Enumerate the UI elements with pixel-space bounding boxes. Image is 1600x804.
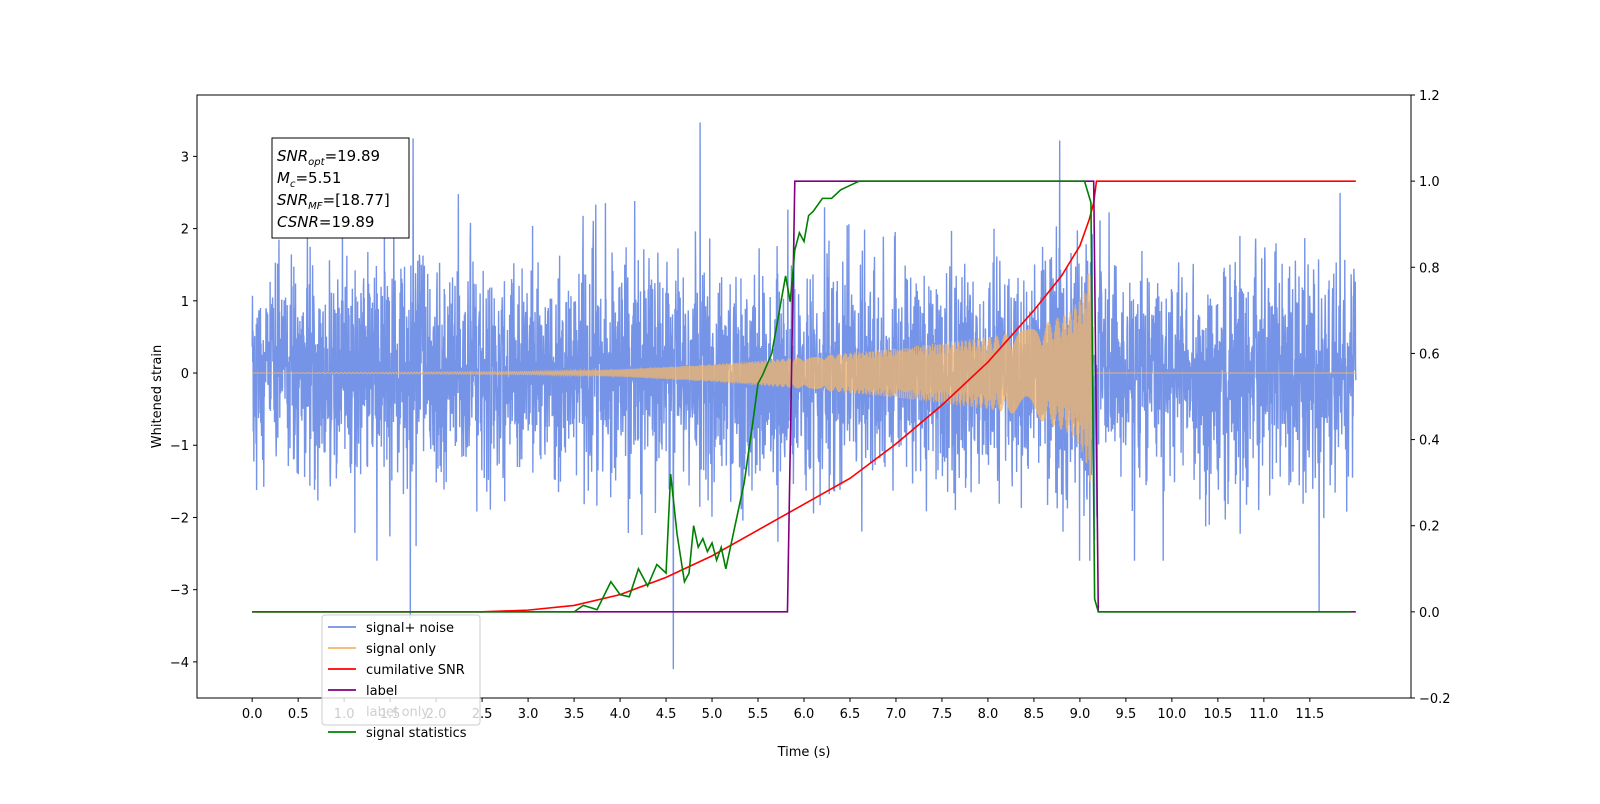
x-tick-label: 3.5	[564, 707, 585, 722]
series-line-signal-noise	[251, 122, 1357, 670]
y2-tick-label: 0.8	[1419, 261, 1440, 276]
snr-mf-value: [18.77]	[335, 191, 390, 209]
y-tick-label: −4	[170, 656, 189, 671]
legend-entry-label: signal only	[366, 642, 436, 657]
y-tick-label: 2	[181, 223, 189, 238]
y2-tick-label: 1.2	[1419, 89, 1440, 104]
x-tick-label: 10.5	[1203, 707, 1232, 722]
legend-entry-label: signal+ noise	[366, 621, 454, 636]
x-tick-label: 8.5	[1024, 707, 1045, 722]
x-tick-label: 8.0	[978, 707, 999, 722]
y2-axis-ticks: −0.2 0.0 0.2 0.4 0.6 0.8 1.0 1.2	[1411, 89, 1451, 707]
x-tick-label: 7.0	[886, 707, 907, 722]
x-tick-label: 11.5	[1295, 707, 1324, 722]
y-tick-label: 3	[181, 150, 189, 165]
y-axis-ticks: −4 −3 −2 −1 0 1 2 3	[170, 150, 197, 671]
x-axis-label: Time (s)	[777, 745, 831, 760]
legend-entry-label: cumilative SNR	[366, 663, 465, 678]
x-tick-label: 9.0	[1070, 707, 1091, 722]
x-tick-label: 10.0	[1157, 707, 1186, 722]
annotation-chirp-mass: Mc=5.51	[277, 169, 341, 190]
x-tick-label: 5.0	[702, 707, 723, 722]
x-tick-label: 0.5	[288, 707, 309, 722]
y-tick-label: 0	[181, 367, 189, 382]
y-axis-label: Whitened strain	[150, 345, 165, 448]
legend-frame	[321, 614, 481, 726]
m-c-value: 5.51	[308, 169, 341, 187]
y2-tick-label: 0.2	[1419, 520, 1440, 535]
x-tick-label: 11.0	[1249, 707, 1278, 722]
annotation-frame	[271, 137, 410, 239]
x-tick-label: 6.0	[794, 707, 815, 722]
y2-tick-label: 0.0	[1419, 606, 1440, 621]
legend-entry-label: label only	[366, 705, 429, 720]
x-tick-label: 9.5	[1116, 707, 1137, 722]
y2-tick-label: −0.2	[1419, 692, 1451, 707]
x-tick-label: 6.5	[840, 707, 861, 722]
y2-tick-label: 1.0	[1419, 175, 1440, 190]
series-line-signal-statistics	[252, 180, 1352, 613]
x-tick-label: 4.0	[610, 707, 631, 722]
y-tick-label: −3	[170, 584, 189, 599]
x-tick-label: 0.0	[242, 707, 263, 722]
y2-tick-label: 0.6	[1419, 347, 1440, 362]
y2-tick-label: 0.4	[1419, 434, 1440, 449]
y-tick-label: −1	[170, 439, 189, 454]
x-tick-label: 7.5	[932, 707, 953, 722]
annotation-csnr: CSNR=19.89	[277, 213, 374, 231]
y-tick-label: −2	[170, 511, 189, 526]
legend: signal+ noise signal only cumilative SNR la…	[321, 614, 481, 741]
annotation-snr-opt: SNRopt=19.89	[277, 147, 380, 168]
series-line-signal-only	[252, 273, 1356, 482]
y-tick-label: 1	[181, 295, 189, 310]
x-tick-label: 3.0	[518, 707, 539, 722]
x-tick-label: 4.5	[656, 707, 677, 722]
x-tick-label: 5.5	[748, 707, 769, 722]
series-line-cumulative-snr	[252, 180, 1356, 613]
legend-entry-label: label	[366, 684, 397, 699]
legend-entry-label: signal statistics	[366, 726, 467, 741]
csnr-value: 19.89	[332, 213, 375, 231]
stats-annotation-box: SNRopt=19.89 Mc=5.51 SNRMF=[18.77] CSNR=…	[271, 137, 410, 239]
series-layer	[251, 122, 1357, 670]
annotation-snr-mf: SNRMF=[18.77]	[277, 191, 390, 212]
snr-opt-value: 19.89	[337, 147, 380, 165]
